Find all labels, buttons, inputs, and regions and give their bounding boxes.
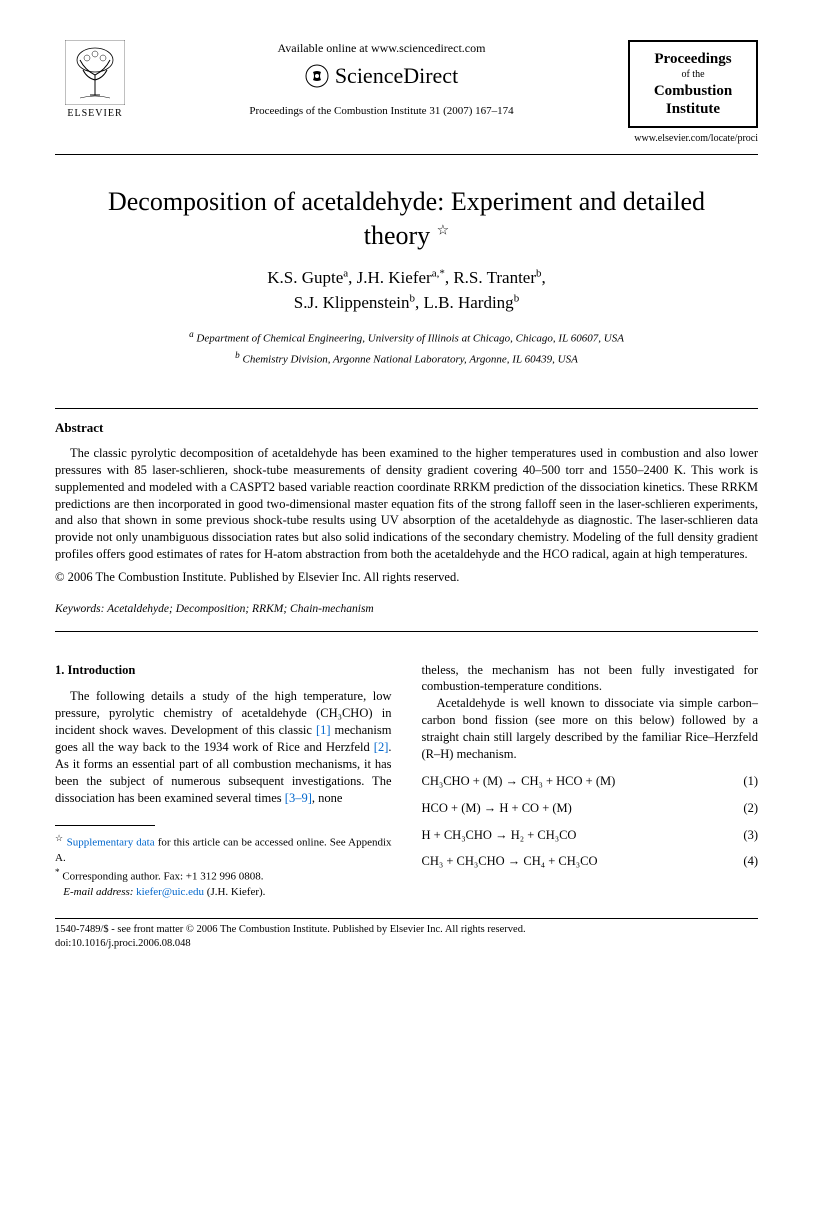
article-title: Decomposition of acetaldehyde: Experimen… bbox=[95, 185, 718, 253]
available-online-text: Available online at www.sciencedirect.co… bbox=[150, 40, 613, 57]
title-footnote-mark: ☆ bbox=[437, 223, 450, 238]
eq1-num: (1) bbox=[743, 773, 758, 790]
authors-list: K.S. Guptea, J.H. Kiefera,*, R.S. Trante… bbox=[55, 265, 758, 316]
abstract-copyright: © 2006 The Combustion Institute. Publish… bbox=[55, 569, 758, 587]
author-1: K.S. Gupte bbox=[267, 268, 343, 287]
eq2-num: (2) bbox=[743, 800, 758, 817]
title-text: Decomposition of acetaldehyde: Experimen… bbox=[108, 187, 705, 250]
eq2-text: HCO + (M) → H + CO + (M) bbox=[422, 800, 572, 817]
journal-title-2: of the bbox=[640, 68, 746, 82]
supplementary-data-link[interactable]: Supplementary data bbox=[67, 836, 155, 848]
author-4-sup: b bbox=[410, 292, 416, 304]
footnote-rule bbox=[55, 825, 155, 826]
author-5-sup: b bbox=[514, 292, 520, 304]
eq4-text: CH₃ + CH₃CHO → CH₄ + CH₃CO bbox=[422, 853, 598, 870]
author-2: J.H. Kiefer bbox=[357, 268, 432, 287]
equation-2: HCO + (M) → H + CO + (M) (2) bbox=[422, 800, 759, 817]
header-center: Available online at www.sciencedirect.co… bbox=[135, 40, 628, 119]
aff-b-text: Chemistry Division, Argonne National Lab… bbox=[243, 353, 578, 365]
elsevier-tree-icon bbox=[65, 40, 125, 105]
footnote-1: ☆ Supplementary data for this article ca… bbox=[55, 832, 392, 866]
author-2-sup: a,* bbox=[432, 267, 445, 279]
publisher-block: ELSEVIER bbox=[55, 40, 135, 121]
footnote-asterisk: * bbox=[55, 867, 60, 877]
affiliation-a: a Department of Chemical Engineering, Un… bbox=[55, 328, 758, 347]
introduction-heading: 1. Introduction bbox=[55, 662, 392, 679]
header-rule bbox=[55, 154, 758, 155]
journal-title-3: Combustion bbox=[640, 82, 746, 100]
journal-title-4: Institute bbox=[640, 100, 746, 118]
left-column: 1. Introduction The following details a … bbox=[55, 662, 392, 901]
journal-box: Proceedings of the Combustion Institute bbox=[628, 40, 758, 128]
citation-text: Proceedings of the Combustion Institute … bbox=[150, 104, 613, 119]
abstract-top-rule bbox=[55, 408, 758, 409]
sciencedirect-icon bbox=[305, 64, 329, 88]
journal-url: www.elsevier.com/locate/proci bbox=[628, 132, 758, 146]
footer-line1: 1540-7489/$ - see front matter © 2006 Th… bbox=[55, 923, 758, 937]
aff-a-sup: a bbox=[189, 329, 194, 339]
ref-link-1[interactable]: [1] bbox=[316, 723, 331, 737]
keywords-label: Keywords: bbox=[55, 603, 104, 615]
affiliation-b: b Chemistry Division, Argonne National L… bbox=[55, 349, 758, 368]
email-suffix: (J.H. Kiefer). bbox=[204, 886, 265, 898]
footer: 1540-7489/$ - see front matter © 2006 Th… bbox=[55, 923, 758, 950]
author-3: R.S. Tranter bbox=[453, 268, 536, 287]
intro-p1d: , none bbox=[312, 791, 343, 805]
eq4-num: (4) bbox=[743, 853, 758, 870]
equation-3: H + CH₃CHO → H₂ + CH₃CO (3) bbox=[422, 827, 759, 844]
equation-1: CH₃CHO + (M) → CH₃ + HCO + (M) (1) bbox=[422, 773, 759, 790]
journal-block: Proceedings of the Combustion Institute … bbox=[628, 40, 758, 146]
footnote-2: * Corresponding author. Fax: +1 312 996 … bbox=[55, 866, 392, 885]
email-label: E-mail address: bbox=[63, 886, 133, 898]
equation-4: CH₃ + CH₃CHO → CH₄ + CH₃CO (4) bbox=[422, 853, 759, 870]
publisher-name: ELSEVIER bbox=[67, 107, 122, 121]
right-column: theless, the mechanism has not been full… bbox=[422, 662, 759, 901]
header-row: ELSEVIER Available online at www.science… bbox=[55, 40, 758, 146]
author-1-sup: a bbox=[343, 267, 348, 279]
aff-a-text: Department of Chemical Engineering, Univ… bbox=[196, 332, 624, 344]
keywords-text: Acetaldehyde; Decomposition; RRKM; Chain… bbox=[107, 603, 374, 615]
footnote-email: E-mail address: kiefer@uic.edu (J.H. Kie… bbox=[55, 885, 392, 900]
abstract-bottom-rule bbox=[55, 631, 758, 632]
abstract-text: The classic pyrolytic decomposition of a… bbox=[55, 445, 758, 563]
eq1-text: CH₃CHO + (M) → CH₃ + HCO + (M) bbox=[422, 773, 616, 790]
abstract-heading: Abstract bbox=[55, 419, 758, 437]
footnote-star: ☆ bbox=[55, 833, 64, 843]
journal-title-1: Proceedings bbox=[640, 50, 746, 68]
page-container: ELSEVIER Available online at www.science… bbox=[0, 0, 813, 991]
eq3-text: H + CH₃CHO → H₂ + CH₃CO bbox=[422, 827, 577, 844]
eq3-num: (3) bbox=[743, 827, 758, 844]
ref-link-2[interactable]: [2] bbox=[374, 740, 389, 754]
email-link[interactable]: kiefer@uic.edu bbox=[136, 886, 204, 898]
intro-paragraph-2: theless, the mechanism has not been full… bbox=[422, 662, 759, 696]
ref-link-3[interactable]: [3–9] bbox=[285, 791, 312, 805]
author-5: L.B. Harding bbox=[424, 293, 514, 312]
author-3-sup: b bbox=[536, 267, 542, 279]
body-columns: 1. Introduction The following details a … bbox=[55, 662, 758, 901]
author-4: S.J. Klippenstein bbox=[294, 293, 410, 312]
affiliations: a Department of Chemical Engineering, Un… bbox=[55, 328, 758, 368]
footer-rule bbox=[55, 918, 758, 919]
intro-paragraph-1: The following details a study of the hig… bbox=[55, 688, 392, 806]
corresponding-author: Corresponding author. Fax: +1 312 996 08… bbox=[62, 871, 263, 883]
keywords: Keywords: Acetaldehyde; Decomposition; R… bbox=[55, 601, 758, 617]
sciencedirect-text: ScienceDirect bbox=[335, 61, 458, 92]
footer-line2: doi:10.1016/j.proci.2006.08.048 bbox=[55, 937, 758, 951]
aff-b-sup: b bbox=[235, 350, 240, 360]
sciencedirect-logo: ScienceDirect bbox=[150, 61, 613, 92]
intro-paragraph-3: Acetaldehyde is well known to dissociate… bbox=[422, 695, 759, 763]
